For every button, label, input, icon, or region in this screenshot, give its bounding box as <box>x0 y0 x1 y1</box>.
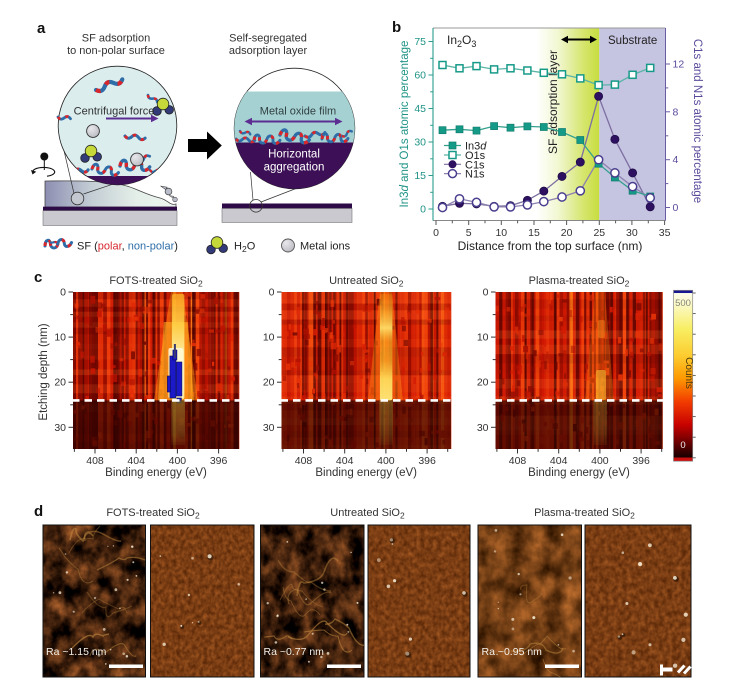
svg-text:30: 30 <box>263 422 275 434</box>
svg-text:0: 0 <box>420 204 426 216</box>
svg-text:Metal oxide film: Metal oxide film <box>260 106 336 118</box>
svg-text:30: 30 <box>54 422 66 434</box>
svg-text:408: 408 <box>509 455 527 467</box>
svg-text:60: 60 <box>414 70 426 82</box>
svg-text:FOTS-treated SiO2: FOTS-treated SiO2 <box>109 275 203 289</box>
svg-text:Substrate: Substrate <box>608 35 657 47</box>
svg-text:0: 0 <box>433 227 439 239</box>
svg-text:30: 30 <box>477 422 489 434</box>
svg-text:Etching depth (nm): Etching depth (nm) <box>38 323 50 420</box>
svg-text:FOTS-treated SiO2: FOTS-treated SiO2 <box>106 507 200 521</box>
svg-text:30: 30 <box>414 137 426 149</box>
svg-text:30: 30 <box>626 227 638 239</box>
svg-text:35: 35 <box>659 227 671 239</box>
svg-text:10: 10 <box>495 227 507 239</box>
svg-text:15: 15 <box>414 170 426 182</box>
svg-text:Distance from the top surface: Distance from the top surface (nm) <box>458 239 643 253</box>
svg-text:408: 408 <box>295 455 313 467</box>
svg-text:20: 20 <box>561 227 573 239</box>
svg-text:0: 0 <box>680 440 685 451</box>
svg-text:0: 0 <box>483 287 489 299</box>
svg-text:Centrifugal force: Centrifugal force <box>74 106 155 118</box>
svg-text:404: 404 <box>550 455 568 467</box>
svg-text:C1s: C1s <box>465 159 485 171</box>
svg-text:396: 396 <box>210 455 228 467</box>
svg-text:Plasma-treated SiO2: Plasma-treated SiO2 <box>534 507 635 521</box>
svg-text:10: 10 <box>477 332 489 344</box>
svg-text:Metal ions: Metal ions <box>300 241 351 253</box>
svg-text:aggregation: aggregation <box>264 162 325 174</box>
svg-text:Untreated SiO2: Untreated SiO2 <box>329 275 404 289</box>
svg-text:0: 0 <box>269 287 275 299</box>
svg-text:404: 404 <box>336 455 354 467</box>
svg-text:In3d: In3d <box>465 141 487 153</box>
svg-text:45: 45 <box>414 103 426 115</box>
svg-text:Self-segregated: Self-segregated <box>229 33 307 45</box>
svg-text:8: 8 <box>673 106 679 118</box>
svg-text:75: 75 <box>414 36 426 48</box>
svg-text:0: 0 <box>673 202 679 214</box>
svg-text:In2O3: In2O3 <box>447 33 476 49</box>
svg-text:Untreated SiO2: Untreated SiO2 <box>330 507 405 521</box>
svg-text:O1s: O1s <box>465 150 486 162</box>
svg-text:20: 20 <box>54 377 66 389</box>
svg-text:10: 10 <box>54 332 66 344</box>
svg-text:SF adsorption layer: SF adsorption layer <box>546 50 560 154</box>
svg-text:Horizontal: Horizontal <box>268 149 320 161</box>
svg-text:Counts: Counts <box>683 357 694 389</box>
svg-text:5: 5 <box>466 227 472 239</box>
svg-text:SF adsorption: SF adsorption <box>82 33 150 45</box>
svg-text:d: d <box>34 503 43 520</box>
svg-text:20: 20 <box>263 377 275 389</box>
svg-text:C1s and N1s atomic percentage: C1s and N1s atomic percentage <box>691 39 703 203</box>
svg-text:H2O: H2O <box>234 241 256 255</box>
svg-text:Ra ~0.77 nm: Ra ~0.77 nm <box>264 646 325 658</box>
svg-text:Binding energy (eV): Binding energy (eV) <box>315 467 417 479</box>
svg-text:Ra ~1.15 nm: Ra ~1.15 nm <box>46 646 107 658</box>
svg-text:adsorption layer: adsorption layer <box>229 45 308 57</box>
svg-text:4: 4 <box>673 154 679 166</box>
svg-text:15: 15 <box>528 227 540 239</box>
svg-text:c: c <box>34 269 42 286</box>
svg-text:Ra ~0.95 nm: Ra ~0.95 nm <box>482 646 543 658</box>
svg-text:12: 12 <box>673 59 685 71</box>
svg-text:400: 400 <box>377 455 395 467</box>
svg-text:396: 396 <box>418 455 436 467</box>
svg-text:Binding energy (eV): Binding energy (eV) <box>105 467 207 479</box>
svg-text:25: 25 <box>593 227 605 239</box>
svg-text:Binding energy (eV): Binding energy (eV) <box>528 467 630 479</box>
svg-text:404: 404 <box>127 455 145 467</box>
svg-text:400: 400 <box>591 455 609 467</box>
svg-text:408: 408 <box>86 455 104 467</box>
svg-text:Plasma-treated SiO2: Plasma-treated SiO2 <box>529 275 630 289</box>
svg-text:20: 20 <box>477 377 489 389</box>
svg-text:b: b <box>392 19 401 36</box>
svg-text:396: 396 <box>632 455 650 467</box>
svg-text:a: a <box>37 20 46 37</box>
svg-text:10: 10 <box>263 332 275 344</box>
svg-text:to non-polar surface: to non-polar surface <box>67 45 165 57</box>
svg-text:SF (polar, non-polar): SF (polar, non-polar) <box>77 241 178 253</box>
svg-text:In3d and O1s atomic percentage: In3d and O1s atomic percentage <box>399 41 411 208</box>
svg-text:500: 500 <box>675 298 691 309</box>
svg-text:0: 0 <box>60 287 66 299</box>
svg-text:400: 400 <box>169 455 187 467</box>
svg-text:N1s: N1s <box>465 169 485 181</box>
